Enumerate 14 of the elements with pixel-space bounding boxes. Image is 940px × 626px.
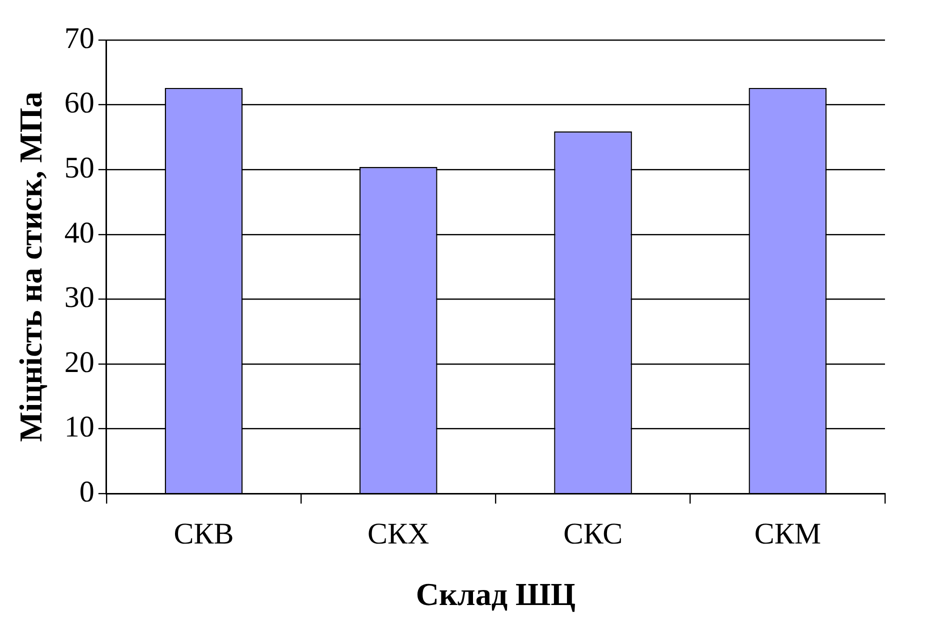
x-tick-label: СКХ [368, 517, 430, 550]
y-tick-label: 0 [79, 475, 94, 508]
y-axis-title: Міцність на стиск, МПа [12, 92, 48, 442]
x-tick-label: СКМ [754, 517, 822, 550]
x-tick-label: СКС [563, 517, 623, 550]
y-tick-label: 30 [64, 281, 94, 314]
y-tick-label: 20 [64, 346, 94, 379]
x-axis-title: Склад ШЦ [416, 576, 576, 612]
y-tick-label: 40 [64, 216, 94, 250]
y-tick-label: 10 [64, 410, 94, 444]
y-tick-label: 60 [64, 86, 94, 120]
y-tick-label: 70 [64, 22, 94, 55]
y-tick-label: 50 [64, 151, 94, 184]
x-tick-label: СКВ [174, 517, 234, 550]
